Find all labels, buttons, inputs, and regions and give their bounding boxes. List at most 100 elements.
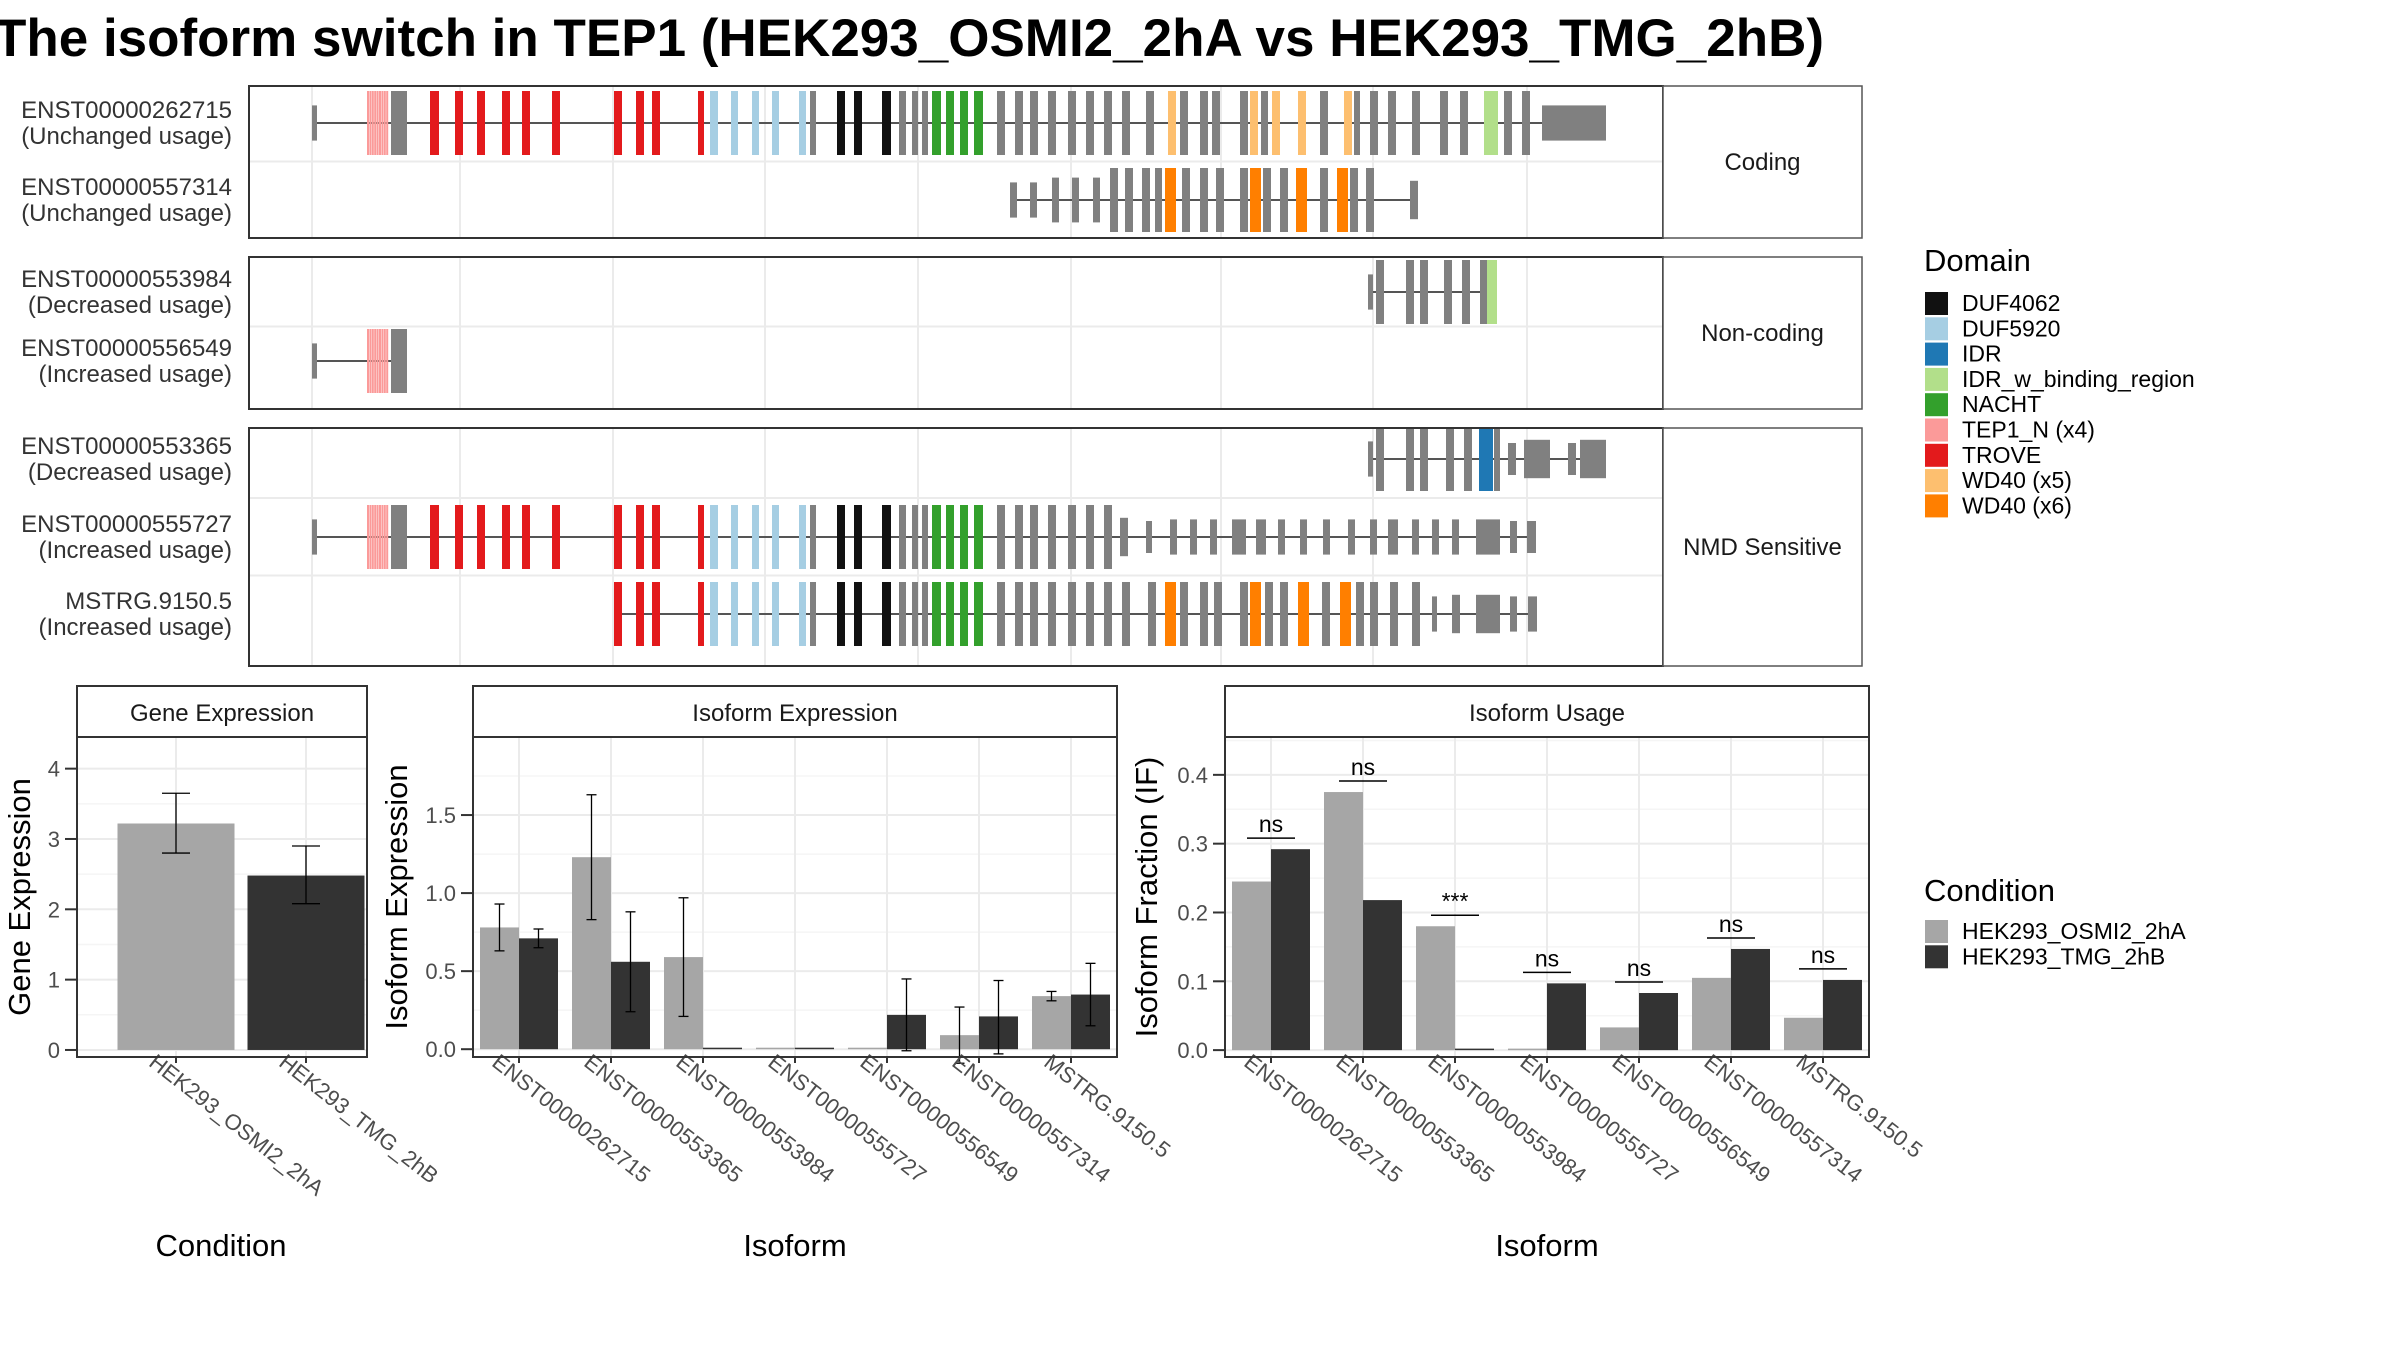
domain-legend-label: DUF5920 <box>1962 315 2060 341</box>
exon <box>614 91 622 155</box>
bar <box>1547 983 1586 1051</box>
exon <box>922 582 928 646</box>
exon <box>369 505 372 569</box>
bar <box>756 1047 795 1050</box>
exon <box>1487 260 1497 324</box>
exon <box>1542 105 1606 141</box>
exon <box>698 91 704 155</box>
domain-legend-swatch <box>1925 292 1948 315</box>
exon <box>710 582 718 646</box>
exon <box>1460 91 1468 155</box>
exon <box>371 505 374 569</box>
exon <box>1462 260 1470 324</box>
y-tick-label: 2 <box>48 897 60 922</box>
exon <box>652 91 660 155</box>
exon <box>1528 596 1537 632</box>
exon <box>522 505 530 569</box>
domain-legend-swatch <box>1925 367 1948 391</box>
y-tick-label: 3 <box>48 827 60 852</box>
x-tick-label: ENST00000555727 <box>1516 1049 1684 1188</box>
exon <box>1170 519 1177 555</box>
exon <box>1280 168 1288 232</box>
exon <box>1168 91 1176 155</box>
exon <box>386 91 389 155</box>
exon <box>960 505 968 569</box>
exon <box>430 505 439 569</box>
exon <box>946 505 954 569</box>
exon <box>1250 582 1261 646</box>
bar <box>1731 948 1770 1051</box>
exon <box>502 91 510 155</box>
exon <box>899 505 906 569</box>
exon <box>1370 519 1377 555</box>
exon <box>710 505 718 569</box>
exon <box>376 91 379 155</box>
exon <box>636 582 644 646</box>
exon <box>1165 582 1176 646</box>
bar <box>1639 993 1678 1051</box>
exon <box>1265 582 1273 646</box>
domain-legend-label: WD40 (x5) <box>1962 467 2072 493</box>
domain-legend-swatch <box>1925 418 1948 442</box>
exon <box>374 505 377 569</box>
transcript-usage-label: (Unchanged usage) <box>21 123 232 150</box>
category-strip <box>1662 85 1863 239</box>
exon <box>1300 519 1307 555</box>
exon <box>997 91 1005 155</box>
exon <box>899 91 906 155</box>
exon <box>1390 582 1398 646</box>
transcript-id-label: ENST00000556549 <box>21 335 232 362</box>
significance-label: ns <box>1535 945 1559 971</box>
exon <box>1580 439 1606 479</box>
exon <box>381 505 384 569</box>
exon <box>1280 582 1288 646</box>
exon <box>455 505 463 569</box>
exon <box>772 582 779 646</box>
significance-label: ns <box>1627 955 1651 981</box>
exon <box>430 91 439 155</box>
transcript-panel: ENST00000262715(Unchanged usage)ENST0000… <box>21 85 1863 239</box>
condition-legend-swatch <box>1925 920 1948 943</box>
x-axis-title: Isoform <box>743 1228 846 1263</box>
x-tick-label: ENST00000555727 <box>764 1049 932 1188</box>
domain-legend-label: WD40 (x6) <box>1962 492 2072 518</box>
transcript-model <box>1368 427 1606 491</box>
exon <box>477 91 485 155</box>
bar <box>1416 926 1455 1051</box>
domain-legend-swatch <box>1925 393 1948 417</box>
exon <box>1350 168 1358 232</box>
y-tick-label: 0.5 <box>425 959 456 984</box>
exon <box>1354 91 1360 155</box>
exon <box>1272 91 1280 155</box>
exon <box>882 91 891 155</box>
y-tick-label: 1.5 <box>425 803 456 828</box>
exon <box>1410 180 1418 220</box>
exon <box>386 505 389 569</box>
significance-label: *** <box>1442 888 1469 914</box>
y-axis-title: Isoform Fraction (IF) <box>1129 757 1164 1038</box>
exon <box>882 582 891 646</box>
exon <box>383 505 386 569</box>
exon <box>1072 177 1079 223</box>
bar <box>1784 1017 1823 1051</box>
bar <box>1455 1048 1494 1051</box>
exon <box>710 91 718 155</box>
domain-legend-swatch <box>1925 469 1948 493</box>
domain-legend-swatch <box>1925 443 1948 467</box>
exon <box>1320 91 1328 155</box>
exon <box>1146 91 1154 155</box>
y-tick-label: 0 <box>48 1038 60 1063</box>
transcript-usage-label: (Decreased usage) <box>28 292 232 319</box>
exon <box>1180 91 1188 155</box>
exon <box>1406 427 1414 491</box>
domain-legend-swatch <box>1925 342 1948 366</box>
condition-legend-title: Condition <box>1924 873 2055 908</box>
transcript-model <box>1368 260 1497 324</box>
transcript-model <box>614 582 1537 646</box>
transcript-id-label: ENST00000553365 <box>21 433 232 460</box>
x-tick-label: ENST00000557314 <box>948 1049 1116 1188</box>
category-strip <box>1662 427 1863 667</box>
exon <box>1256 519 1266 555</box>
exon <box>312 105 317 141</box>
transcript-usage-label: (Increased usage) <box>39 537 232 564</box>
